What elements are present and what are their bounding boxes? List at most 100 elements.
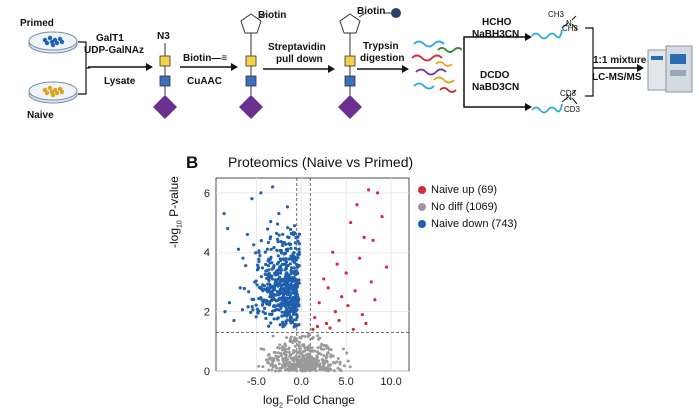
naive-down-point <box>283 287 287 291</box>
no-diff-point <box>329 355 333 359</box>
step3-arrow <box>263 65 335 73</box>
step4-arrow <box>357 65 409 73</box>
naive-up-point <box>326 286 330 290</box>
naive-down-point <box>273 308 277 312</box>
naive-down-point <box>290 279 294 283</box>
naive-down-point <box>291 233 296 237</box>
no-diff-point <box>297 344 301 348</box>
no-diff-point <box>284 366 288 370</box>
naive-down-point <box>265 290 270 294</box>
x-tick-label: 10.0 <box>380 376 401 388</box>
no-diff-point <box>264 358 268 362</box>
naive-down-point <box>254 303 258 307</box>
naive-down-point <box>249 310 253 314</box>
naive-down-point <box>282 278 286 282</box>
no-diff-point <box>287 346 291 350</box>
naive-down-point <box>279 286 284 291</box>
naive-down-point <box>271 288 275 292</box>
no-diff-point <box>310 349 314 353</box>
merge-arrow <box>585 27 644 97</box>
naive-label: Naive <box>27 110 54 121</box>
no-diff-point <box>284 357 288 361</box>
naive-down-point <box>284 280 289 284</box>
naive-down-point <box>269 255 273 259</box>
naive-down-point <box>292 318 296 322</box>
legend-grey-dot-icon <box>418 203 426 211</box>
no-diff-point <box>311 367 315 371</box>
naive-down-point <box>296 255 300 260</box>
naive-down-point <box>270 277 275 281</box>
x-tick-label: 5.0 <box>339 376 354 388</box>
naive-down-point <box>293 298 298 302</box>
naive-down-point <box>281 257 285 261</box>
no-diff-point <box>267 368 271 372</box>
naive-down-point <box>281 283 285 287</box>
no-diff-point <box>279 351 283 355</box>
azide-label: N3 <box>157 31 170 42</box>
naive-down-point <box>288 286 293 290</box>
step4-label-2: digestion <box>360 53 405 64</box>
y-tick-label: 2 <box>204 307 210 319</box>
naive-down-point <box>256 266 261 270</box>
naive-down-point <box>294 258 298 262</box>
naive-down-point <box>265 276 269 280</box>
naive-down-point <box>293 241 297 245</box>
naive-down-point <box>263 272 267 276</box>
legend-blue-dot-icon <box>418 220 426 228</box>
naive-down-point <box>263 306 267 311</box>
step4-label-1: Trypsin <box>363 41 399 52</box>
naive-down-point <box>289 283 293 288</box>
x-tick-label: 0.0 <box>294 376 309 388</box>
plot-area <box>215 177 410 372</box>
no-diff-points <box>257 332 352 373</box>
no-diff-point <box>319 345 323 349</box>
naive-down-point <box>278 323 282 327</box>
biotin-bead-label: Biotin <box>357 6 386 17</box>
no-diff-point <box>293 357 297 361</box>
no-diff-point <box>293 365 297 369</box>
no-diff-point <box>291 341 295 345</box>
naive-down-point <box>287 257 291 261</box>
naive-down-point <box>285 292 289 296</box>
naive-up-point <box>349 220 353 225</box>
naive-down-point <box>270 274 274 278</box>
no-diff-point <box>287 350 291 354</box>
naive-down-point <box>282 289 286 294</box>
no-diff-point <box>317 351 321 355</box>
no-diff-point <box>282 357 286 361</box>
naive-down-point <box>295 315 299 320</box>
naive-up-point <box>346 304 350 308</box>
naive-down-point <box>292 250 296 255</box>
naive-up-point <box>333 310 337 314</box>
no-diff-point <box>277 362 281 366</box>
no-diff-point <box>307 362 311 366</box>
no-diff-point <box>270 358 274 362</box>
no-diff-point <box>304 360 308 364</box>
no-diff-point <box>322 347 326 351</box>
naive-down-point <box>267 278 271 283</box>
naive-down-point <box>266 240 271 245</box>
naive-down-point <box>253 280 257 284</box>
naive-down-point <box>271 297 275 301</box>
panel-b-letter: B <box>186 153 199 172</box>
naive-down-point <box>265 298 269 303</box>
no-diff-point <box>305 346 309 350</box>
no-diff-point <box>303 349 307 353</box>
naive-down-point <box>292 302 296 306</box>
naive-down-point <box>291 295 295 300</box>
naive-down-points <box>222 185 302 329</box>
naive-down-point <box>223 310 227 314</box>
heavy-labeled-peptide-icon: N <box>531 89 578 114</box>
naive-down-point <box>265 247 269 251</box>
naive-down-point <box>286 277 290 281</box>
no-diff-point <box>274 350 278 354</box>
step1-below-label: Lysate <box>104 76 136 87</box>
step3-label-1: Streptavidin <box>268 42 326 53</box>
heavy-reagent-1: DCDO <box>480 70 510 81</box>
naive-down-point <box>254 251 258 255</box>
naive-up-point <box>331 250 335 254</box>
naive-down-point <box>291 307 295 311</box>
naive-down-point <box>284 251 288 255</box>
naive-down-point <box>292 325 296 329</box>
naive-down-point <box>291 312 296 316</box>
